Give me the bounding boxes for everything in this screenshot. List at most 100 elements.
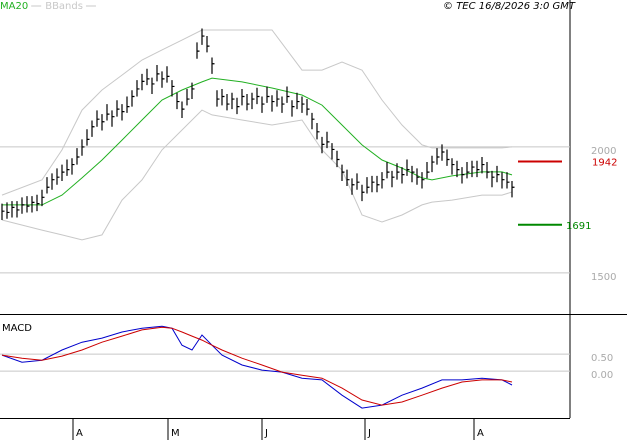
ohlc-bar — [461, 167, 465, 184]
ohlc-bar — [371, 175, 375, 193]
ohlc-bar — [31, 196, 35, 213]
ohlc-bar — [291, 100, 295, 117]
upper-band — [1, 29, 513, 196]
x-tick-label: A — [76, 428, 83, 439]
ohlc-bar — [211, 57, 215, 74]
ma-line — [2, 77, 513, 206]
x-tick-label: J — [264, 428, 268, 439]
ohlc-bar — [391, 170, 395, 188]
ohlc-bar — [1, 203, 5, 221]
ohlc-bar — [471, 160, 475, 178]
ohlc-bar — [261, 96, 265, 113]
ohlc-bar — [321, 136, 325, 154]
ohlc-bar — [181, 101, 185, 118]
ohlc-bar — [186, 88, 190, 106]
y-tick-label: 1500 — [591, 272, 616, 283]
ohlc-bar — [346, 169, 350, 186]
ohlc-bar — [161, 71, 165, 88]
ohlc-bar — [271, 95, 275, 112]
ohlc-bar — [91, 120, 95, 137]
ohlc-bar — [501, 172, 505, 189]
ohlc-bar — [216, 90, 220, 107]
ohlc-bar — [221, 88, 225, 106]
ohlc-bar — [131, 90, 135, 107]
ohlc-bar — [116, 100, 120, 117]
ohlc-bar — [511, 180, 515, 198]
ohlc-bar — [441, 144, 445, 161]
ohlc-bar — [366, 177, 370, 194]
ohlc-bar — [266, 86, 270, 103]
ohlc-bar — [101, 114, 105, 131]
ohlc-bar — [176, 92, 180, 110]
level-label: 1942 — [592, 158, 617, 169]
ohlc-bar — [326, 131, 330, 149]
ohlc-bar — [156, 65, 160, 82]
ohlc-bar — [81, 139, 85, 156]
level-label: 1691 — [566, 221, 591, 232]
legend-label: MA20 — [0, 1, 28, 12]
macd-title: MACD — [2, 323, 32, 334]
ohlc-bar — [66, 159, 70, 176]
ohlc-bar — [416, 168, 420, 185]
copyright: © TEC 16/8/2026 3:0 GMT — [443, 1, 576, 12]
ohlc-bar — [21, 197, 25, 214]
ohlc-bar — [396, 163, 400, 180]
ohlc-bar — [306, 99, 310, 116]
ohlc-bar — [146, 68, 150, 86]
ohlc-bar — [456, 160, 460, 178]
ohlc-bar — [96, 110, 100, 127]
legend-label: BBands — [45, 1, 83, 12]
ohlc-bar — [46, 177, 50, 194]
ohlc-bar — [141, 73, 145, 91]
ohlc-bar — [241, 88, 245, 106]
ohlc-bar — [486, 162, 490, 179]
ohlc-bar — [61, 164, 65, 181]
ohlc-bar — [76, 148, 80, 165]
ohlc-bar — [136, 80, 140, 97]
ohlc-bar — [406, 159, 410, 176]
ohlc-bar — [401, 167, 405, 184]
ohlc-bar — [301, 96, 305, 113]
ohlc-bar — [226, 94, 230, 111]
ohlc-bar — [171, 80, 175, 97]
ohlc-bar — [466, 162, 470, 179]
ohlc-bar — [251, 92, 255, 110]
ohlc-bar — [231, 92, 235, 110]
ohlc-bar — [191, 82, 195, 100]
ohlc-bar — [246, 94, 250, 111]
y-tick-label: 0.00 — [591, 370, 613, 381]
ohlc-bar — [41, 189, 45, 207]
ohlc-bar — [196, 42, 200, 59]
ohlc-bar — [256, 87, 260, 105]
ohlc-bar — [316, 122, 320, 140]
ohlc-bar — [286, 86, 290, 103]
ohlc-bar — [336, 150, 340, 168]
ohlc-bar — [426, 162, 430, 179]
ohlc-bar — [506, 172, 510, 189]
ohlc-bar — [71, 158, 75, 175]
ohlc-bar — [51, 173, 55, 190]
ohlc-bar — [376, 175, 380, 193]
ohlc-bar — [16, 201, 20, 218]
ohlc-bar — [281, 96, 285, 113]
ohlc-bar — [381, 172, 385, 189]
ohlc-bar — [331, 143, 335, 160]
ohlc-bar — [126, 96, 130, 113]
y-tick-label: 0.50 — [591, 353, 613, 364]
ohlc-bar — [106, 104, 110, 121]
x-tick-label: A — [477, 428, 484, 439]
ohlc-bar — [451, 158, 455, 175]
ohlc-bar — [276, 90, 280, 107]
x-tick-label: M — [171, 428, 180, 439]
ohlc-bar — [26, 196, 30, 213]
ohlc-bar — [476, 160, 480, 178]
ohlc-bar — [356, 173, 360, 190]
ohlc-bar — [236, 97, 240, 115]
y-tick-label: 2000 — [591, 146, 616, 157]
ohlc-bar — [341, 164, 345, 181]
ohlc-bar — [206, 36, 210, 53]
ohlc-bar — [351, 178, 355, 195]
